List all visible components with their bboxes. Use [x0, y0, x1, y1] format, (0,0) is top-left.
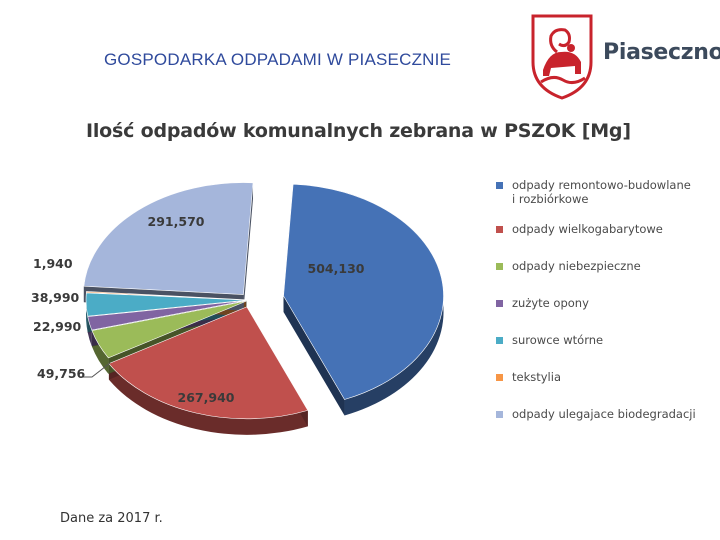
legend-label: zużyte opony	[512, 296, 589, 310]
pie-slice	[85, 292, 247, 317]
legend-swatch	[496, 263, 503, 270]
data-label: 504,130	[308, 261, 365, 276]
data-label: 291,570	[148, 214, 205, 229]
pie-slice-wall	[283, 295, 345, 416]
pie-slice	[83, 182, 254, 295]
brand-logo: Piaseczno	[527, 12, 720, 107]
brand-name: Piaseczno	[603, 40, 720, 65]
data-label: 49,756	[37, 366, 86, 381]
ram-coat-of-arms-icon	[531, 14, 593, 100]
legend-swatch	[496, 374, 503, 381]
legend-item: surowce wtórne	[496, 333, 718, 347]
legend-label: odpady ulegajace biodegradacji	[512, 407, 696, 421]
pie-slice-wall	[243, 182, 254, 311]
legend-item: odpady wielkogabarytowe	[496, 222, 718, 236]
legend-label: surowce wtórne	[512, 333, 604, 347]
chart-title: Ilość odpadów komunalnych zebrana w PSZO…	[86, 120, 631, 142]
pie-slice	[87, 300, 247, 331]
chart-legend: odpady remontowo-budowlane i rozbiórkowe…	[496, 178, 718, 444]
pie-slice-side	[108, 363, 308, 435]
legend-swatch	[496, 226, 503, 233]
data-label: 267,940	[178, 390, 235, 405]
legend-label-line2: i rozbiórkowe	[512, 192, 589, 206]
legend-swatch	[496, 182, 503, 189]
legend-label: odpady remontowo-budowlane	[512, 178, 691, 192]
data-label: 22,990	[33, 319, 82, 334]
leader-line	[82, 362, 111, 378]
legend-swatch	[496, 300, 503, 307]
pie-slice	[283, 183, 444, 400]
legend-label: odpady niebezpieczne	[512, 259, 641, 273]
pie-slice	[108, 306, 309, 420]
legend-swatch	[496, 411, 503, 418]
legend-label: odpady wielkogabarytowe	[512, 222, 663, 236]
pie-slice	[91, 300, 247, 359]
legend-label: tekstylia	[512, 370, 561, 384]
legend-item: odpady remontowo-budowlane i rozbiórkowe	[496, 178, 718, 206]
footnote: Dane za 2017 r.	[60, 511, 163, 526]
legend-item: zużyte opony	[496, 296, 718, 310]
legend-item: odpady niebezpieczne	[496, 259, 718, 273]
legend-item: tekstylia	[496, 370, 718, 384]
legend-swatch	[496, 337, 503, 344]
data-label: 1,940	[33, 256, 73, 271]
legend-item: odpady ulegajace biodegradacji	[496, 407, 718, 421]
pie-slice	[86, 291, 247, 301]
header-title: GOSPODARKA ODPADAMI W PIASECZNIE	[104, 50, 452, 69]
data-label: 38,990	[31, 290, 80, 305]
